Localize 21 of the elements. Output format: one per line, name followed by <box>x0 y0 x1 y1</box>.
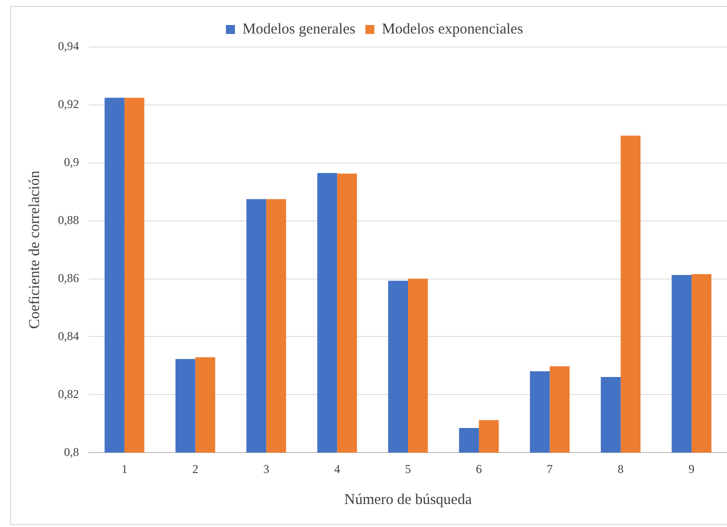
y-tick-label: 0,94 <box>58 39 79 54</box>
legend-label: Modelos exponenciales <box>382 21 524 38</box>
x-tick-label: 9 <box>688 462 695 476</box>
x-tick-label: 7 <box>546 462 553 476</box>
x-tick-label: 1 <box>121 462 128 476</box>
x-tick-label: 2 <box>192 462 198 476</box>
y-axis-title: Coeficiente de correlación <box>26 170 43 329</box>
legend-label: Modelos generales <box>242 21 356 38</box>
y-tick-label: 0,8 <box>64 444 79 459</box>
y-tick-label: 0,88 <box>58 212 79 227</box>
x-tick-label: 6 <box>476 462 482 476</box>
x-tick-label: 3 <box>263 462 270 476</box>
x-axis-title: Número de búsqueda <box>344 492 472 508</box>
y-tick-label: 0,82 <box>58 386 79 401</box>
y-tick-label: 0,92 <box>58 97 79 112</box>
y-tick-label: 0,84 <box>58 328 79 343</box>
x-tick-label: 5 <box>405 462 411 476</box>
y-tick-label: 0,86 <box>58 270 79 285</box>
x-tick-label: 8 <box>618 462 624 476</box>
x-tick-label: 4 <box>334 462 340 476</box>
y-tick-label: 0,9 <box>64 155 79 170</box>
